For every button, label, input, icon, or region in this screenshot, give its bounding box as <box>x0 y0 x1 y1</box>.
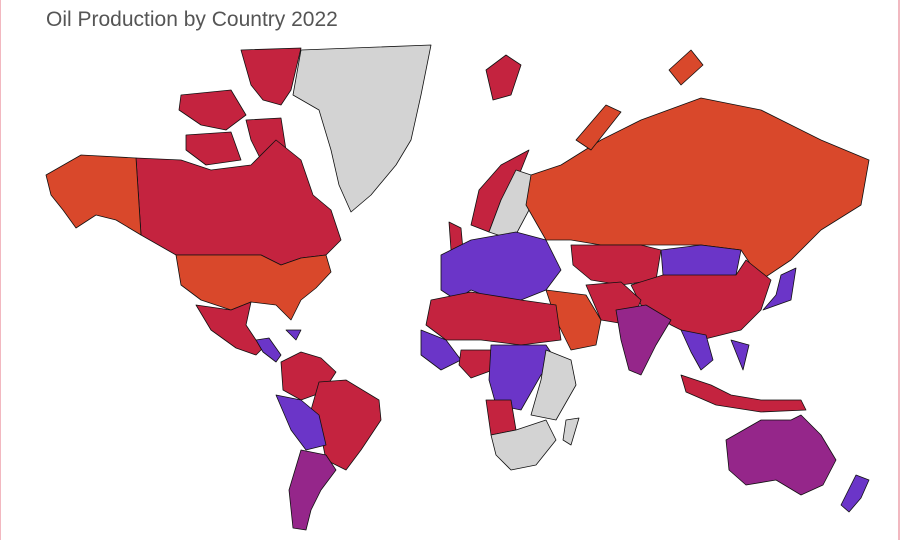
central-america <box>255 329 302 363</box>
alaska <box>45 154 142 236</box>
novaya-zemlya <box>575 49 704 151</box>
japan <box>762 267 797 311</box>
angola <box>485 399 517 436</box>
greenland <box>292 44 432 213</box>
new-zealand <box>840 474 870 513</box>
india <box>615 304 672 376</box>
nigeria <box>458 349 494 379</box>
argentina-chile <box>288 449 337 531</box>
arctic-islands <box>178 47 302 166</box>
central-africa <box>488 344 557 411</box>
north-africa <box>425 291 562 346</box>
usa <box>175 254 332 321</box>
southern-africa <box>490 417 580 471</box>
east-africa <box>530 349 577 421</box>
southeast-asia <box>680 329 750 371</box>
peru-bolivia <box>275 394 327 451</box>
west-africa <box>420 329 462 371</box>
map-title: Oil Production by Country 2022 <box>46 8 338 31</box>
mexico <box>195 301 267 356</box>
svalbard <box>485 54 522 101</box>
australia <box>725 414 837 496</box>
indonesia <box>680 374 807 413</box>
kazakhstan <box>570 244 662 286</box>
